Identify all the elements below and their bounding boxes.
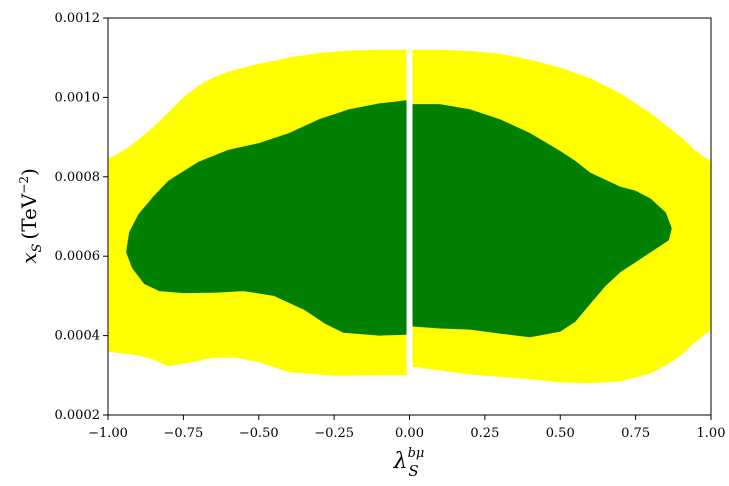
x-tick-label: 1.00 <box>697 426 726 441</box>
y-tick-label: 0.0004 <box>55 329 101 344</box>
x-axis-label: λbμ S <box>393 446 425 480</box>
y-tick-label: 0.0008 <box>55 170 101 185</box>
y-axis-label-sub: S <box>30 244 45 253</box>
y-tick-label: 0.0010 <box>55 90 101 105</box>
x-tick-label: 0.25 <box>470 426 499 441</box>
y-axis-label-exp: −2 <box>17 176 31 194</box>
contour-regions <box>108 49 711 384</box>
x-tick-label: −0.50 <box>239 426 279 441</box>
x-tick-label: −1.00 <box>88 426 128 441</box>
y-axis-label: xS (TeV−2) <box>17 168 45 264</box>
svg-text:xS(TeV−2): xS (TeV−2) <box>17 168 45 264</box>
x-axis: −1.00 −0.75 −0.50 −0.25 0.00 0.25 0.50 0.75 1.00 <box>88 415 725 441</box>
y-tick-label: 0.0002 <box>55 408 101 423</box>
region-inner-2 <box>126 100 407 336</box>
x-axis-label-sup: bμ <box>408 446 425 461</box>
x-tick-label: 0.50 <box>546 426 575 441</box>
y-tick-label: 0.0012 <box>55 11 101 26</box>
x-axis-label-sub: S <box>408 462 418 480</box>
region-inner-3 <box>412 104 672 338</box>
y-axis-label-var: x <box>17 253 41 264</box>
x-tick-label: 0.75 <box>621 426 650 441</box>
y-axis: 0.0002 0.0004 0.0006 0.0008 0.0010 0.0012 <box>55 11 108 423</box>
x-tick-label: −0.25 <box>314 426 354 441</box>
y-axis-label-unit: (TeV <box>17 193 41 239</box>
x-tick-label: 0.00 <box>395 426 424 441</box>
x-tick-label: −0.75 <box>163 426 203 441</box>
y-tick-label: 0.0006 <box>55 249 101 264</box>
y-axis-label-close: ) <box>17 168 41 176</box>
